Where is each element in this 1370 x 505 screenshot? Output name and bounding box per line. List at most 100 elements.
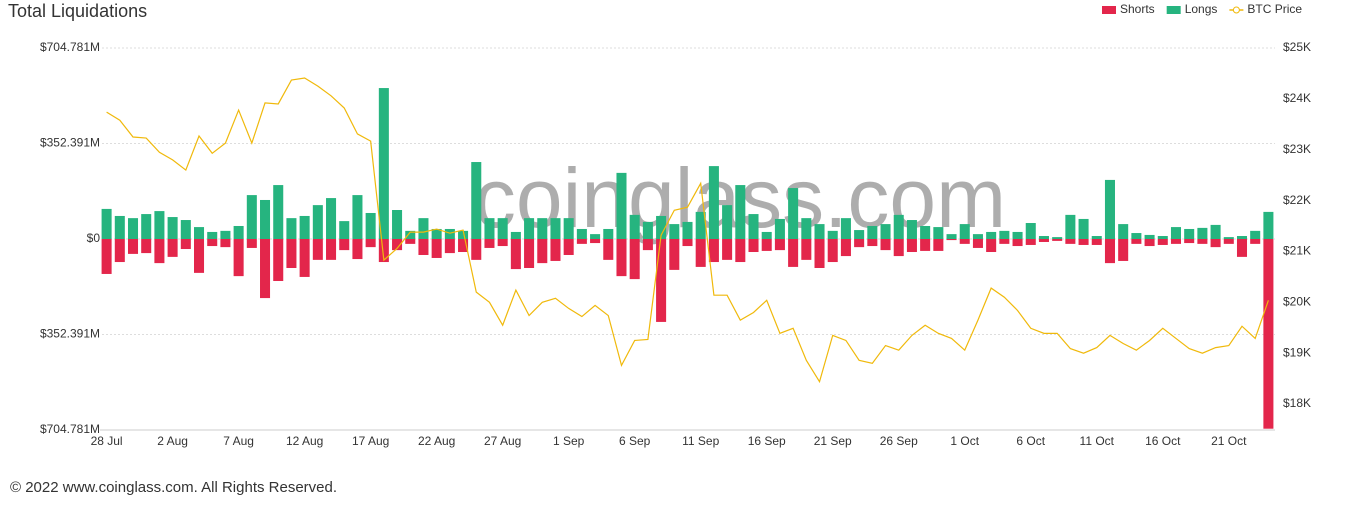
bar [458,230,469,239]
bar [180,220,191,239]
bar [576,239,587,244]
bar [471,239,482,260]
bar [1065,214,1076,239]
bar [946,234,957,239]
bar [1025,223,1036,239]
chart-title: Total Liquidations [8,1,147,21]
bar [497,239,508,247]
legend-item: Longs [1166,2,1218,16]
bar [840,218,851,239]
bar [986,239,997,253]
bar [972,239,983,248]
bar [933,239,944,251]
bar [1144,234,1155,239]
bar [273,185,284,239]
bar [590,239,601,244]
bar [933,227,944,239]
bar [854,239,865,248]
x-tick-label: 11 Sep [682,434,719,448]
bar [260,239,271,299]
x-tick-label: 1 Sep [553,434,585,448]
x-tick-label: 6 Oct [1016,434,1045,448]
price-line [106,77,1269,384]
bar [1131,239,1142,244]
bar [735,239,746,263]
bar [563,239,574,255]
bar [1144,239,1155,247]
bar [1104,239,1115,264]
x-tick-label: 16 Sep [748,434,786,448]
bar [114,239,125,263]
bar [141,239,152,254]
bar [207,239,218,247]
bar [299,239,310,277]
bar [180,239,191,250]
footer: © 2022 www.coinglass.com. All Rights Res… [10,479,337,496]
bar [352,239,363,260]
bar [326,239,337,260]
bar [550,218,561,239]
bar [682,239,693,247]
bar [1263,211,1274,239]
bar [339,239,350,251]
bar [906,220,917,239]
bar [246,195,257,239]
bar [444,239,455,254]
y-tick-label: $704.781M [40,40,100,54]
bar [233,239,244,277]
bar [854,230,865,239]
x-tick-label: 1 Oct [950,434,979,448]
bar [260,199,271,239]
bar [656,239,667,322]
bar [365,239,376,248]
bar [616,239,627,277]
bar [1118,239,1129,261]
x-tick-label: 2 Aug [157,434,188,448]
bar [814,239,825,268]
bar [986,231,997,239]
bar [1078,239,1089,245]
bar [537,218,548,239]
x-tick-label: 11 Oct [1080,434,1115,448]
bar [642,221,653,239]
legend-swatch [1102,6,1116,14]
legend-swatch [1166,6,1181,14]
bar [656,215,667,239]
bar [642,239,653,251]
bar [1250,239,1261,244]
bar [365,212,376,239]
bar [286,239,297,268]
bar [959,239,970,244]
bar [669,239,680,270]
bar [761,239,772,251]
bar [1210,224,1221,239]
x-tick-label: 28 Jul [91,434,123,448]
bar [431,239,442,258]
bar [920,239,931,251]
bar [418,218,429,239]
bar [207,231,218,239]
y-tick-label: $352.391M [40,327,100,341]
bar [1223,239,1234,244]
bar [286,218,297,239]
legend-label: Longs [1185,2,1218,16]
y2-tick-label: $20K [1283,294,1311,308]
bar [127,218,139,239]
bar [484,218,495,239]
bar [788,239,799,267]
bar [774,239,785,251]
bar [1131,233,1142,239]
bar [629,214,640,239]
y-tick-label: $0 [87,231,101,245]
bar [1210,239,1221,248]
bar [1025,239,1036,245]
bar [550,239,561,261]
bar [405,239,416,244]
bar [1170,227,1181,239]
bar [999,239,1010,244]
bar [484,239,495,248]
bar [1091,239,1102,245]
x-tick-label: 21 Sep [814,434,852,448]
bar [167,217,178,239]
bar [392,210,403,239]
